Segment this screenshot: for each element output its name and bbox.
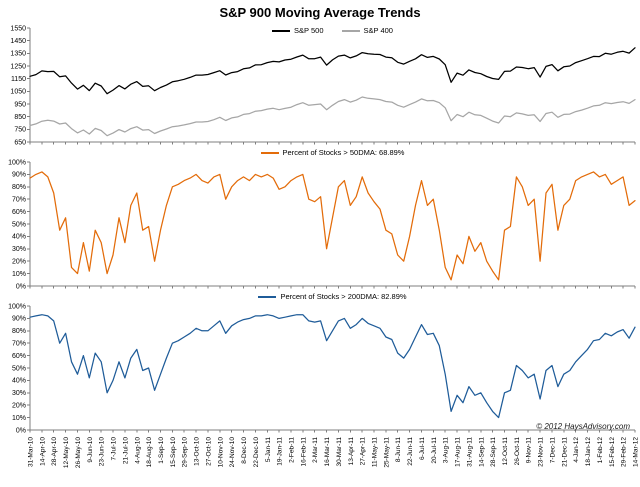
svg-text:23-Jun-10: 23-Jun-10 xyxy=(99,437,106,467)
svg-text:20%: 20% xyxy=(12,259,26,266)
svg-text:1-Sep-10: 1-Sep-10 xyxy=(158,437,165,464)
svg-text:10%: 10% xyxy=(12,415,26,422)
svg-text:50%: 50% xyxy=(12,221,26,228)
svg-text:16-Feb-11: 16-Feb-11 xyxy=(300,437,307,467)
svg-text:9-Jun-10: 9-Jun-10 xyxy=(87,437,94,463)
svg-text:7-Dec-11: 7-Dec-11 xyxy=(550,437,557,464)
svg-text:2-Mar-11: 2-Mar-11 xyxy=(312,437,319,463)
svg-text:1250: 1250 xyxy=(10,63,26,70)
svg-text:15-Sep-10: 15-Sep-10 xyxy=(170,437,177,468)
svg-text:20%: 20% xyxy=(12,403,26,410)
svg-text:1350: 1350 xyxy=(10,51,26,58)
svg-text:4-Aug-10: 4-Aug-10 xyxy=(134,437,141,464)
svg-text:0%: 0% xyxy=(16,427,26,434)
svg-text:80%: 80% xyxy=(12,184,26,191)
svg-text:19-Jan-11: 19-Jan-11 xyxy=(277,437,284,466)
svg-text:12-Oct-11: 12-Oct-11 xyxy=(502,437,509,466)
svg-text:20-Jul-11: 20-Jul-11 xyxy=(431,437,438,464)
svg-text:22-Dec-10: 22-Dec-10 xyxy=(253,437,260,468)
svg-text:18-Jan-12: 18-Jan-12 xyxy=(585,437,592,467)
svg-text:7-Jul-10: 7-Jul-10 xyxy=(111,437,118,461)
svg-text:14-Sep-11: 14-Sep-11 xyxy=(478,437,485,467)
price-chart-plot: 650 750 850 950 1050 1150 1250 1350 1450 1550 xyxy=(10,25,636,146)
pct50-chart-block: Percent of Stocks > 50DMA: 68.89% 0% 10% 2… xyxy=(0,146,640,290)
svg-text:40%: 40% xyxy=(12,234,26,241)
svg-text:8-Jun-11: 8-Jun-11 xyxy=(395,437,402,463)
svg-text:100%: 100% xyxy=(8,159,26,166)
svg-text:27-Apr-11: 27-Apr-11 xyxy=(360,437,367,466)
svg-text:70%: 70% xyxy=(12,197,26,204)
pct200-chart-plot: 0% 10% 20% 30% 40% 50% 60% 70% 80% 90% 100% xyxy=(8,303,636,434)
svg-text:30-Mar-11: 30-Mar-11 xyxy=(336,437,343,467)
svg-text:17-Aug-11: 17-Aug-11 xyxy=(455,437,462,467)
svg-text:12-May-10: 12-May-10 xyxy=(63,437,70,468)
svg-text:100%: 100% xyxy=(8,303,26,310)
svg-text:0%: 0% xyxy=(16,283,26,290)
svg-text:16-Mar-11: 16-Mar-11 xyxy=(324,437,331,467)
svg-text:22-Jun-11: 22-Jun-11 xyxy=(407,437,414,466)
svg-text:750: 750 xyxy=(14,127,26,134)
svg-text:650: 650 xyxy=(14,139,26,146)
svg-text:14-Mar-12: 14-Mar-12 xyxy=(633,437,640,467)
svg-text:13-Oct-10: 13-Oct-10 xyxy=(194,437,201,466)
svg-text:2-Feb-11: 2-Feb-11 xyxy=(289,437,296,463)
svg-text:21-Jul-10: 21-Jul-10 xyxy=(122,437,129,464)
svg-text:90%: 90% xyxy=(12,172,26,179)
pct50-chart-plot: 0% 10% 20% 30% 40% 50% 60% 70% 80% 90% 100% xyxy=(8,159,636,290)
page-title: S&P 900 Moving Average Trends xyxy=(219,5,421,20)
svg-text:6-Jul-11: 6-Jul-11 xyxy=(419,437,426,460)
svg-text:27-Oct-10: 27-Oct-10 xyxy=(205,437,212,466)
svg-text:5-Jan-11: 5-Jan-11 xyxy=(265,437,272,463)
svg-text:90%: 90% xyxy=(12,316,26,323)
svg-text:1150: 1150 xyxy=(11,76,26,83)
svg-text:8-Dec-10: 8-Dec-10 xyxy=(241,437,248,464)
svg-text:10%: 10% xyxy=(12,271,26,278)
svg-text:28-Apr-10: 28-Apr-10 xyxy=(51,437,58,466)
svg-text:25-May-11: 25-May-11 xyxy=(383,437,390,468)
svg-text:13-Apr-11: 13-Apr-11 xyxy=(348,437,355,466)
svg-text:1450: 1450 xyxy=(10,38,26,45)
svg-text:9-Nov-11: 9-Nov-11 xyxy=(526,437,533,464)
svg-text:50%: 50% xyxy=(12,365,26,372)
svg-text:10-Nov-10: 10-Nov-10 xyxy=(217,437,224,468)
svg-text:30%: 30% xyxy=(12,390,26,397)
svg-text:14-Apr-10: 14-Apr-10 xyxy=(39,437,46,466)
svg-text:29-Sep-10: 29-Sep-10 xyxy=(182,437,189,468)
date-axis-labels: 31-Mar-10 14-Apr-10 28-Apr-10 12-May-10 26-M… xyxy=(28,437,640,468)
svg-text:30%: 30% xyxy=(12,246,26,253)
svg-text:26-Oct-11: 26-Oct-11 xyxy=(514,437,521,466)
svg-text:3-Aug-11: 3-Aug-11 xyxy=(443,437,450,464)
svg-text:28-Sep-11: 28-Sep-11 xyxy=(490,437,497,467)
price-chart-block: S&P 500 S&P 400 650 750 850 950 1050 1150 1250… xyxy=(0,22,640,146)
svg-text:26-May-10: 26-May-10 xyxy=(75,437,82,468)
svg-text:21-Dec-11: 21-Dec-11 xyxy=(561,437,568,467)
svg-text:850: 850 xyxy=(14,114,26,121)
svg-text:31-Mar-10: 31-Mar-10 xyxy=(28,437,35,467)
svg-text:24-Nov-10: 24-Nov-10 xyxy=(229,437,236,468)
svg-text:11-May-11: 11-May-11 xyxy=(372,437,379,467)
svg-text:1050: 1050 xyxy=(10,89,26,96)
svg-text:29-Feb-12: 29-Feb-12 xyxy=(621,437,628,467)
copyright-note: © 2012 HaysAdvisory.com xyxy=(536,422,630,431)
svg-text:1-Feb-12: 1-Feb-12 xyxy=(597,437,604,464)
pct200-chart-block: Percent of Stocks > 200DMA: 82.89% 0% 10%… xyxy=(0,290,640,434)
svg-text:60%: 60% xyxy=(12,209,26,216)
svg-text:31-Aug-11: 31-Aug-11 xyxy=(466,437,473,467)
svg-text:80%: 80% xyxy=(12,328,26,335)
svg-text:18-Aug-10: 18-Aug-10 xyxy=(146,437,153,468)
svg-text:1550: 1550 xyxy=(10,25,26,32)
svg-text:23-Nov-11: 23-Nov-11 xyxy=(538,437,545,467)
svg-text:950: 950 xyxy=(14,101,26,108)
svg-text:15-Feb-12: 15-Feb-12 xyxy=(609,437,616,467)
svg-text:60%: 60% xyxy=(12,353,26,360)
svg-text:4-Jan-12: 4-Jan-12 xyxy=(573,437,580,463)
svg-text:40%: 40% xyxy=(12,378,26,385)
svg-text:70%: 70% xyxy=(12,341,26,348)
